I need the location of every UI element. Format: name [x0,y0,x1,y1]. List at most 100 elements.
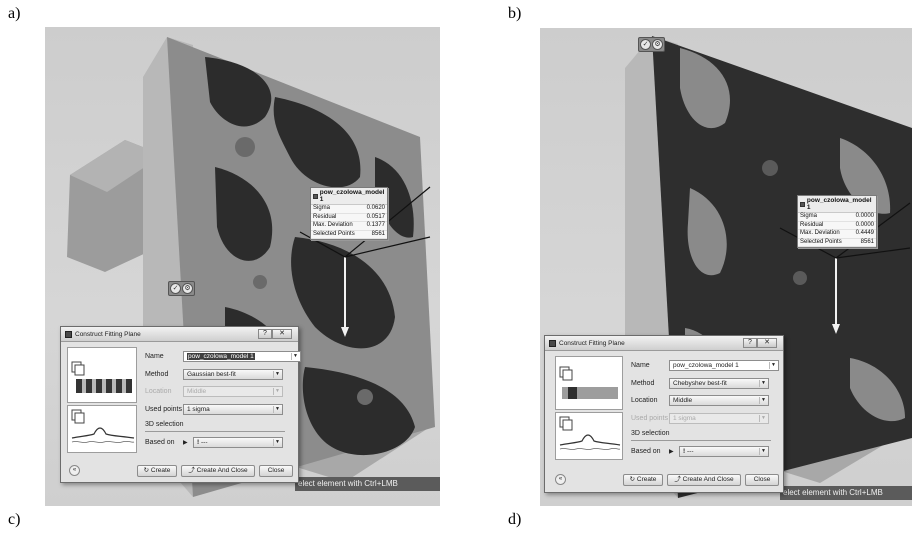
name-input[interactable]: pow_czolowa_model 1 ▼ [183,351,301,362]
dialog-title: Construct Fitting Plane [75,330,141,338]
chebyshev-fit-icon [559,366,618,399]
method-select[interactable]: Gaussian best-fit ▼ [183,369,283,380]
based-on-row: Based on ▶ ! --- ▼ [145,437,283,448]
based-on-row: Based on ▶ ! --- ▼ [631,446,769,457]
method-row: Method Chebyshev best-fit ▼ [631,378,769,389]
chevron-down-icon[interactable]: ▼ [291,353,299,360]
app-icon [65,330,72,338]
chevron-down-icon[interactable]: ▼ [759,380,767,387]
chevron-down-icon[interactable]: ▼ [273,439,281,446]
info-title: pow_czolowa_model 1 [806,197,872,211]
help-icon[interactable]: ? [258,329,272,339]
pin-icon: ! [197,439,200,446]
info-row-max-deviation: Max. Deviation 0.1377 [311,222,387,231]
method-preview-panel [67,347,137,403]
location-row: Location Middle ▼ [631,395,769,406]
info-row-residual: Residual 0.0517 [311,214,387,222]
chevron-down-icon[interactable]: ▼ [759,448,767,455]
collapse-icon[interactable] [313,193,318,199]
settings-icon[interactable]: ⚙ [182,283,193,294]
location-row: Location Middle ▼ [145,386,283,397]
figure-label-d: d) [508,511,522,528]
create-button[interactable]: ↻ Create [623,474,663,486]
collapse-icon[interactable] [800,201,805,207]
info-row-sigma: Sigma 0.0000 [798,213,876,222]
based-on-select[interactable]: ! --- ▼ [193,437,283,448]
create-button[interactable]: ↻ Create [137,465,177,477]
dialog-title: Construct Fitting Plane [559,339,625,347]
section-divider [631,440,771,441]
name-label: Name [631,362,650,369]
close-icon[interactable]: ✕ [757,338,777,348]
sigma-distribution-icon [71,409,135,443]
status-bar: elect element with Ctrl+LMB [780,486,912,500]
section-divider [145,431,285,432]
create-and-close-button[interactable]: ⤴ Create And Close [181,465,255,477]
name-label: Name [145,353,164,360]
location-label: Location [145,388,172,395]
pin-icon: ! [683,448,686,455]
used-points-label: Used points [145,406,182,413]
close-button[interactable]: Close [745,474,779,486]
close-icon[interactable]: ✕ [272,329,292,339]
used-points-select[interactable]: 1 sigma ▼ [183,404,283,415]
figure-label-a: a) [8,5,21,22]
viewport-panel-b[interactable]: ✓ ⚙ pow_czolowa_model 1 Sigma 0.0000 Resi… [540,28,912,506]
based-on-label: Based on [631,448,661,455]
info-row-sigma: Sigma 0.0620 [311,205,387,214]
chevron-down-icon[interactable]: ▼ [273,388,281,395]
gaussian-fit-icon [71,361,132,393]
section-3d-selection: 3D selection [145,421,184,428]
confirm-icon[interactable]: ✓ [170,283,181,294]
help-button[interactable]: « [555,474,566,485]
location-select[interactable]: Middle ▼ [669,395,769,406]
mini-toolbar: ✓ ⚙ [168,281,195,296]
info-row-selected-points: Selected Points 8561 [798,239,876,247]
play-icon[interactable]: ▶ [183,440,188,446]
figure-label-c: c) [8,511,21,528]
status-bar: elect element with Ctrl+LMB [295,477,440,491]
method-preview-panel [555,356,623,410]
info-title: pow_czolowa_model 1 [319,189,385,203]
fit-result-info-box: pow_czolowa_model 1 Sigma 0.0000 Residual… [797,195,877,248]
dialog-title-bar[interactable]: Construct Fitting Plane ? ✕ [545,336,783,351]
used-points-row: Used points 1 sigma ▼ [631,413,769,424]
chevron-down-icon[interactable]: ▼ [273,406,281,413]
method-label: Method [145,371,169,378]
used-points-select[interactable]: 1 sigma ▼ [669,413,769,424]
info-row-selected-points: Selected Points 8561 [311,231,387,239]
used-points-preview-panel [555,412,623,460]
used-points-label: Used points [631,415,668,422]
chevron-down-icon[interactable]: ▼ [759,397,767,404]
confirm-icon[interactable]: ✓ [640,39,651,50]
construct-fitting-plane-dialog: Construct Fitting Plane ? ✕ [60,326,301,483]
method-label: Method [631,380,655,387]
based-on-select[interactable]: ! --- ▼ [679,446,769,457]
location-select[interactable]: Middle ▼ [183,386,283,397]
help-icon[interactable]: ? [743,338,757,348]
chevron-down-icon[interactable]: ▼ [759,415,767,422]
name-row: Name pow_czolowa_model 1 ▼ [145,351,301,362]
help-button[interactable]: « [69,465,80,476]
fit-result-info-box: pow_czolowa_model 1 Sigma 0.0620 Residual… [310,187,388,240]
chevron-down-icon[interactable]: ▼ [273,371,281,378]
name-row: Name pow_czolowa_model 1 ▼ [631,360,779,371]
settings-icon[interactable]: ⚙ [652,39,663,50]
name-input[interactable]: pow_czolowa_model 1 ▼ [669,360,779,371]
chevron-down-icon[interactable]: ▼ [769,362,777,369]
dialog-title-bar[interactable]: Construct Fitting Plane ? ✕ [61,327,298,342]
play-icon[interactable]: ▶ [669,449,674,455]
mini-toolbar: ✓ ⚙ [638,37,665,52]
method-select[interactable]: Chebyshev best-fit ▼ [669,378,769,389]
info-row-residual: Residual 0.0000 [798,222,876,230]
sigma-distribution-icon [559,416,621,450]
method-row: Method Gaussian best-fit ▼ [145,369,283,380]
viewport-panel-a[interactable]: pow_czolowa_model 1 Sigma 0.0620 Residual… [45,27,440,506]
location-label: Location [631,397,658,404]
app-icon [549,339,556,347]
close-button[interactable]: Close [259,465,293,477]
based-on-label: Based on [145,439,175,446]
section-3d-selection: 3D selection [631,430,670,437]
figure-label-b: b) [508,5,522,22]
create-and-close-button[interactable]: ⤴ Create And Close [667,474,741,486]
